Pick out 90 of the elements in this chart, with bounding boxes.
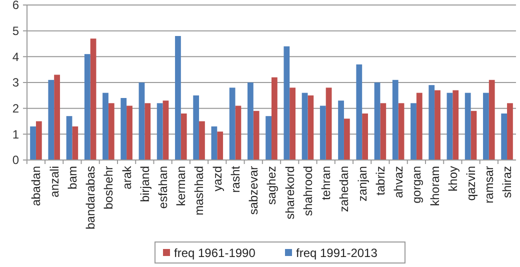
legend-label: freq 1991-2013: [296, 246, 378, 260]
y-tick-label: 2: [12, 102, 20, 116]
bar: [501, 114, 508, 160]
x-tick-label: khoy: [446, 166, 460, 192]
bar: [434, 90, 440, 160]
x-tick-label: boshehr: [102, 166, 116, 210]
bar: [374, 82, 380, 160]
x-tick-label: kerman: [174, 166, 188, 206]
bar: [464, 92, 471, 160]
bar: [410, 103, 416, 160]
x-tick-label: ahvaz: [392, 166, 406, 198]
bar: [362, 114, 368, 160]
bar: [290, 88, 296, 160]
bar: [211, 126, 218, 160]
bar: [284, 46, 290, 160]
bar: [30, 126, 36, 160]
x-tick-label: sabzevar: [246, 166, 261, 215]
y-tick-label: 4: [12, 50, 20, 64]
bar: [507, 103, 513, 160]
bar: [253, 110, 260, 160]
bar: [108, 103, 114, 160]
x-tick-label: rasht: [228, 165, 242, 193]
x-tick-label: yazd: [210, 166, 224, 192]
bar: [162, 100, 169, 160]
bar: [66, 116, 72, 160]
bar: [120, 98, 127, 160]
bar: [488, 80, 495, 160]
bar: [416, 92, 422, 160]
y-tick-label: 0: [12, 153, 20, 168]
x-tick-label: tehran: [319, 166, 334, 200]
x-tick-label: sharekord: [282, 166, 297, 220]
bar: [48, 80, 54, 160]
y-tick-label: 3: [12, 76, 20, 90]
bar: [156, 103, 163, 160]
bar: [144, 103, 151, 160]
bar: [452, 90, 459, 160]
bar: [308, 95, 314, 160]
bar: [36, 121, 42, 160]
x-tick-label: zanjan: [355, 166, 370, 202]
x-tick-label: birjand: [138, 166, 152, 202]
x-tick-label: bam: [65, 166, 80, 190]
bar: [344, 118, 350, 160]
bar: [72, 126, 78, 160]
bar: [320, 106, 326, 160]
bar: [84, 54, 90, 160]
bar: [272, 77, 278, 160]
x-tick-label: esfahan: [156, 166, 170, 209]
bar: [235, 106, 242, 160]
x-tick-label: khoram: [428, 166, 442, 206]
bar: [54, 74, 60, 160]
bar: [126, 106, 132, 160]
bar: [338, 100, 344, 160]
x-tick-label: zahedan: [337, 166, 352, 212]
bar: [446, 92, 453, 160]
y-tick-label: 1: [12, 127, 20, 142]
bar: [247, 82, 254, 160]
x-tick-label: shiraz: [500, 166, 514, 198]
bar: [90, 38, 96, 160]
y-tick-label: 5: [12, 24, 20, 38]
bar: [138, 82, 145, 160]
bar: [398, 103, 404, 160]
x-tick-label: tabriz: [373, 166, 388, 196]
x-tick-label: ramsar: [482, 166, 496, 204]
x-tick-label: abadan: [29, 166, 44, 206]
y-tick-label: 6: [12, 0, 20, 12]
bar: [392, 80, 398, 160]
bar: [229, 88, 236, 160]
x-tick-label: bandarabas: [84, 166, 98, 230]
bar: [302, 92, 308, 160]
x-tick-label: anzali: [47, 166, 62, 198]
bar: [199, 121, 205, 160]
bar: [380, 103, 386, 160]
bar: [175, 36, 181, 160]
x-tick-label: arak: [120, 165, 134, 190]
legend-label: freq 1961-1990: [174, 246, 256, 260]
bar: [217, 132, 224, 160]
bar: [266, 116, 272, 160]
x-tick-label: shahrood: [300, 166, 315, 216]
bar: [102, 92, 108, 160]
bar: [326, 88, 332, 160]
bar: [180, 114, 187, 160]
x-tick-label: mashhad: [192, 166, 206, 216]
bar: [356, 64, 362, 160]
x-tick-label: saghez: [264, 166, 279, 205]
bar: [428, 85, 435, 160]
bar: [483, 92, 489, 160]
x-tick-label: qazvin: [464, 166, 478, 201]
bar: [193, 95, 200, 160]
x-tick-label: gorgan: [410, 166, 424, 204]
bar: [470, 110, 477, 160]
